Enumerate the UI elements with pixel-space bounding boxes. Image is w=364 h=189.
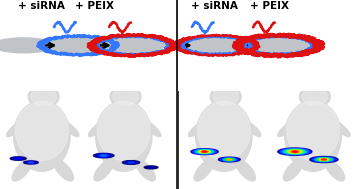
Ellipse shape [325, 160, 345, 181]
Ellipse shape [236, 160, 256, 181]
Ellipse shape [193, 149, 216, 154]
Ellipse shape [59, 119, 79, 137]
Ellipse shape [315, 158, 333, 161]
Ellipse shape [7, 119, 26, 137]
Ellipse shape [15, 158, 21, 159]
Circle shape [246, 37, 311, 53]
Ellipse shape [101, 155, 107, 156]
Ellipse shape [54, 83, 67, 88]
Circle shape [184, 37, 249, 53]
Ellipse shape [320, 159, 329, 160]
Ellipse shape [99, 154, 109, 157]
Ellipse shape [128, 162, 134, 163]
Ellipse shape [310, 156, 338, 163]
Ellipse shape [136, 160, 155, 181]
Ellipse shape [331, 119, 350, 137]
Ellipse shape [13, 157, 23, 160]
Ellipse shape [317, 158, 331, 161]
Ellipse shape [287, 150, 302, 153]
Ellipse shape [278, 119, 297, 137]
Ellipse shape [10, 157, 26, 160]
Circle shape [0, 37, 56, 53]
Ellipse shape [285, 101, 341, 171]
Ellipse shape [196, 101, 252, 171]
Ellipse shape [26, 161, 36, 163]
Ellipse shape [221, 158, 238, 161]
Ellipse shape [189, 119, 208, 137]
Ellipse shape [147, 167, 155, 168]
Ellipse shape [291, 151, 298, 153]
Circle shape [100, 37, 166, 53]
Ellipse shape [14, 101, 70, 171]
Ellipse shape [194, 160, 214, 181]
Ellipse shape [199, 150, 210, 153]
Circle shape [46, 37, 111, 53]
Ellipse shape [223, 158, 236, 161]
Ellipse shape [24, 161, 38, 164]
Ellipse shape [191, 149, 218, 155]
Ellipse shape [21, 83, 34, 88]
Ellipse shape [321, 159, 327, 160]
Ellipse shape [225, 159, 233, 160]
Ellipse shape [103, 83, 116, 88]
Ellipse shape [203, 151, 206, 152]
Ellipse shape [241, 119, 261, 137]
Ellipse shape [197, 150, 212, 153]
Ellipse shape [28, 86, 59, 107]
Ellipse shape [281, 149, 309, 155]
Ellipse shape [94, 153, 114, 158]
Ellipse shape [285, 149, 304, 154]
Ellipse shape [292, 83, 305, 88]
Ellipse shape [28, 162, 33, 163]
Ellipse shape [203, 83, 215, 88]
Ellipse shape [236, 83, 249, 88]
Ellipse shape [96, 101, 152, 171]
Ellipse shape [325, 83, 338, 88]
Text: + PEIX: + PEIX [75, 1, 114, 11]
Ellipse shape [141, 119, 161, 137]
Ellipse shape [293, 151, 297, 152]
Ellipse shape [213, 88, 238, 105]
Ellipse shape [12, 160, 32, 181]
Ellipse shape [210, 86, 241, 107]
Ellipse shape [16, 101, 68, 160]
Ellipse shape [289, 150, 300, 153]
Ellipse shape [283, 160, 303, 181]
Ellipse shape [31, 88, 56, 105]
Ellipse shape [195, 150, 214, 154]
Ellipse shape [94, 160, 114, 181]
Ellipse shape [198, 101, 250, 160]
Ellipse shape [299, 86, 331, 107]
Ellipse shape [110, 86, 141, 107]
Ellipse shape [113, 88, 138, 105]
Ellipse shape [144, 166, 158, 169]
Ellipse shape [98, 101, 150, 160]
Text: + siRNA: + siRNA [191, 1, 238, 11]
Ellipse shape [136, 83, 149, 88]
Ellipse shape [125, 161, 137, 164]
Ellipse shape [302, 88, 328, 105]
Text: + PEIX: + PEIX [250, 1, 289, 11]
Ellipse shape [313, 157, 335, 162]
Ellipse shape [88, 119, 108, 137]
Ellipse shape [122, 161, 140, 164]
Text: + siRNA: + siRNA [19, 1, 65, 11]
Ellipse shape [218, 157, 240, 162]
Ellipse shape [201, 151, 208, 152]
Ellipse shape [287, 101, 340, 160]
Ellipse shape [227, 159, 232, 160]
Ellipse shape [278, 148, 312, 155]
Ellipse shape [54, 160, 74, 181]
Ellipse shape [283, 149, 307, 154]
Ellipse shape [96, 154, 111, 157]
